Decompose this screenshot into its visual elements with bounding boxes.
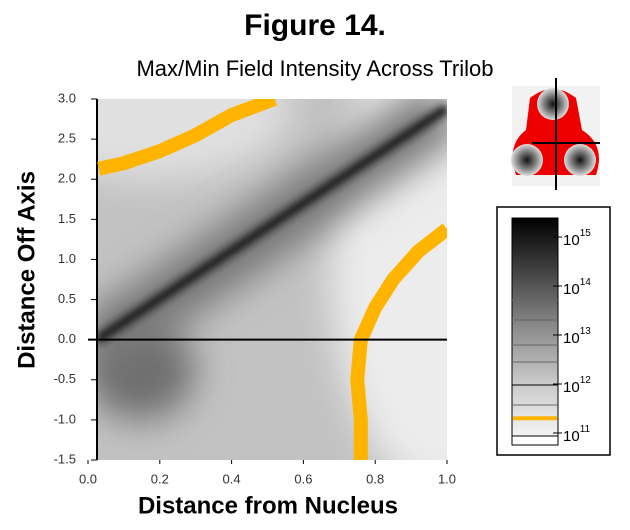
colorbar-tick-base: 10 (563, 330, 580, 347)
colorbar-tick-label: 1012 (563, 375, 591, 396)
colorbar-tick-base: 10 (563, 281, 580, 298)
x-tick-label: 0.4 (223, 471, 241, 486)
y-tick-label: 1.5 (58, 211, 76, 226)
colorbar-tick-label: 1011 (563, 424, 591, 445)
colorbar-tick-exponent: 12 (580, 375, 592, 386)
colorbar-tick-base: 10 (563, 379, 580, 396)
x-tick-label: 0.6 (294, 471, 312, 486)
y-axis-label: Distance Off Axis (13, 171, 40, 369)
y-tick-label: 0.0 (58, 331, 76, 346)
chart-title: Figure 14. (244, 9, 386, 42)
y-tick-label: 0.5 (58, 291, 76, 306)
y-tick-label: 3.0 (58, 90, 76, 105)
x-tick-label: 1.0 (438, 471, 456, 486)
y-tick-label: -0.5 (54, 371, 76, 386)
contour-line (97, 99, 278, 176)
colorbar (496, 206, 611, 456)
contour-line (350, 223, 447, 460)
x-tick-label: 0.2 (151, 471, 169, 486)
colorbar-tick-exponent: 15 (580, 228, 592, 239)
colorbar-tick-label: 1015 (563, 228, 591, 249)
y-tick-label: 1.0 (58, 251, 76, 266)
colorbar-tick-exponent: 13 (580, 326, 592, 337)
colorbar-tick-base: 10 (563, 232, 580, 249)
colorbar-tick-label: 1014 (563, 277, 591, 298)
contour-lines (97, 99, 447, 460)
x-tick-label: 0.8 (366, 471, 384, 486)
inset-icon (511, 78, 600, 190)
colorbar-tick-exponent: 14 (580, 277, 592, 288)
y-tick-label: -1.0 (54, 411, 76, 426)
colorbar-tick-label: 1013 (563, 326, 591, 347)
colorbar-tick-exponent: 11 (580, 424, 591, 435)
x-tick-label: 0.0 (79, 471, 97, 486)
y-tick-label: 2.5 (58, 131, 76, 146)
y-tick-label: 2.0 (58, 171, 76, 186)
y-tick-label: -1.5 (54, 451, 76, 466)
x-axis-label: Distance from Nucleus (138, 492, 398, 519)
colorbar-tick-base: 10 (563, 428, 580, 445)
chart-subtitle: Max/Min Field Intensity Across Trilob (136, 56, 493, 81)
